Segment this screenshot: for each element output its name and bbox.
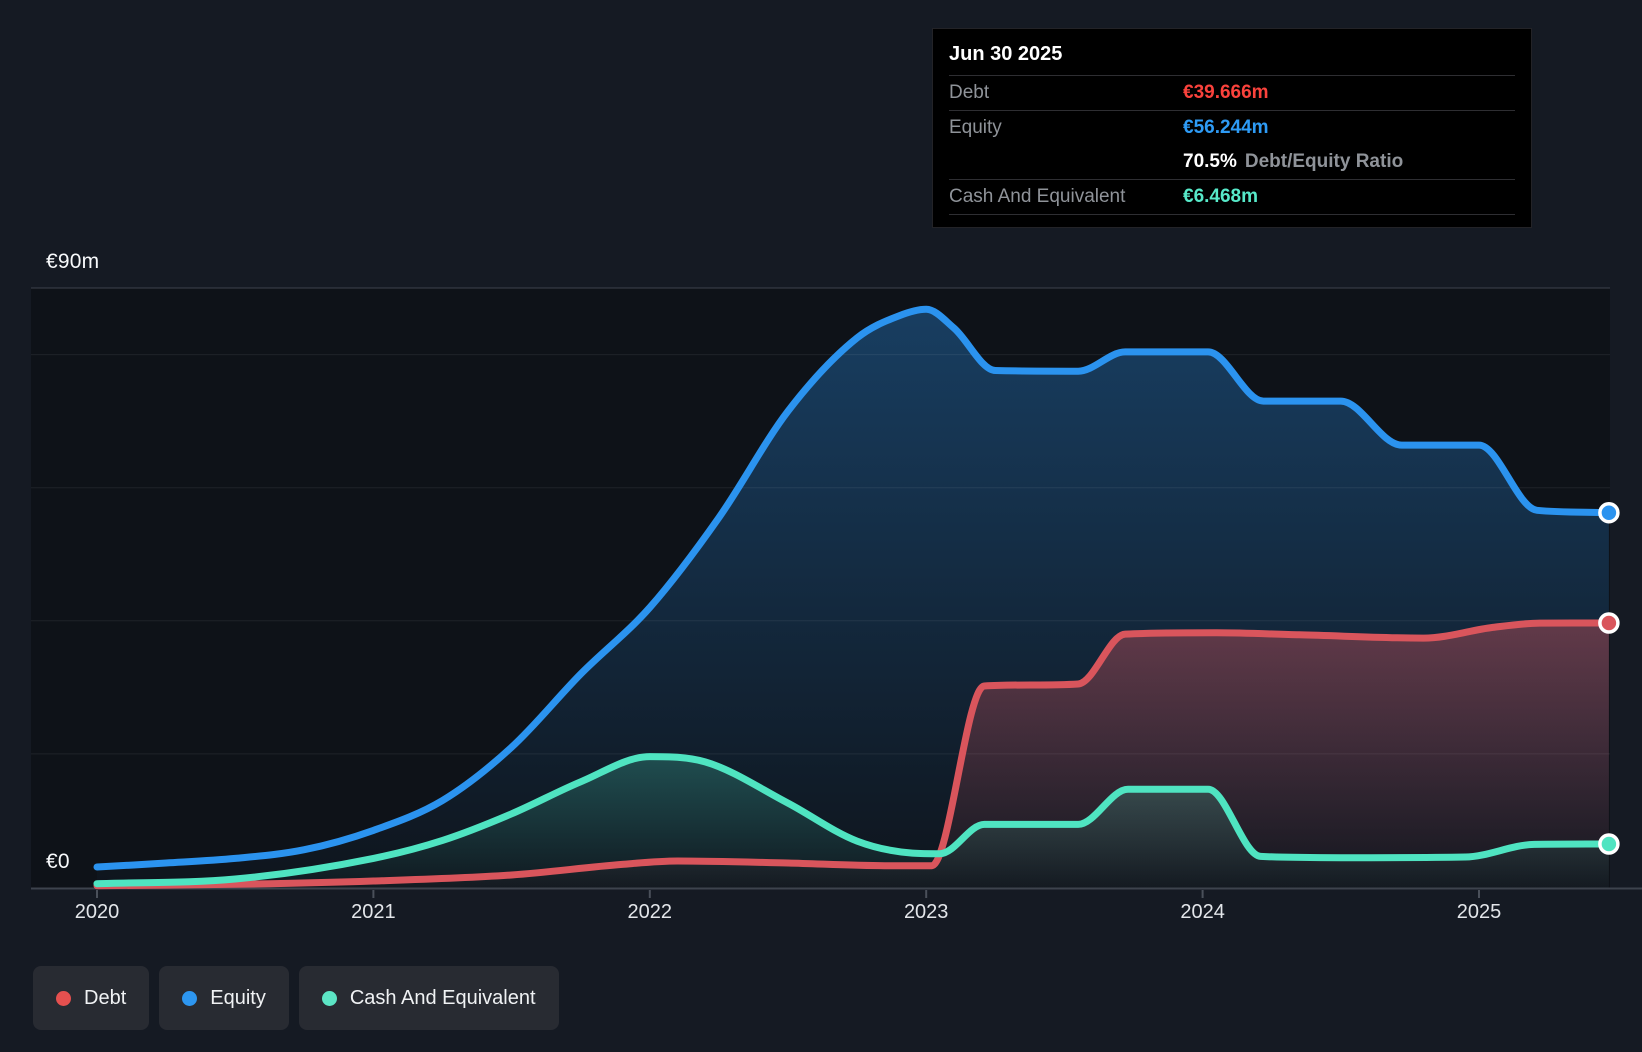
tooltip-date: Jun 30 2025 xyxy=(949,29,1515,76)
equity-line xyxy=(93,305,1613,871)
cash-and-equivalent-endpoint-dot[interactable] xyxy=(1598,833,1620,855)
tooltip-debt-label: Debt xyxy=(949,82,990,103)
debt-line xyxy=(93,619,1613,890)
legend-equity-label: Equity xyxy=(210,986,266,1009)
tooltip-cash-value: €6.468m xyxy=(1183,186,1259,207)
y-axis-label-max: €90m xyxy=(46,250,100,273)
tooltip-equity-label: Equity xyxy=(949,117,1002,138)
tooltip-debt-value: €39.666m xyxy=(1183,82,1269,103)
legend-cash-label: Cash And Equivalent xyxy=(349,986,536,1009)
tooltip-cash-label: Cash And Equivalent xyxy=(949,186,1126,207)
x-tick-label-1: 2021 xyxy=(351,901,396,923)
x-tick-label-0: 2020 xyxy=(74,901,120,923)
equity-series-dot-icon xyxy=(182,990,198,1006)
tooltip-row-cash: Cash And Equivalent €6.468m xyxy=(949,180,1515,215)
chart-tooltip: Jun 30 2025 Debt €39.666m Equity €56.244… xyxy=(932,28,1532,228)
cash-series-dot-icon xyxy=(321,990,337,1006)
legend-debt-label: Debt xyxy=(84,986,127,1009)
tooltip-equity-value: €56.244m xyxy=(1183,117,1269,138)
cash-and-equivalent-line xyxy=(93,753,1613,888)
y-axis-label-zero: €0 xyxy=(46,850,70,873)
tooltip-row-ratio: 70.5% Debt/Equity Ratio xyxy=(949,145,1515,180)
legend-item-cash-and-equivalent[interactable]: Cash And Equivalent xyxy=(298,966,559,1030)
x-tick-label-3: 2023 xyxy=(903,901,949,923)
tooltip-ratio-value: 70.5% xyxy=(1183,151,1237,172)
tooltip-row-equity: Equity €56.244m xyxy=(949,111,1515,145)
chart-legend: Debt Equity Cash And Equivalent xyxy=(33,966,559,1030)
x-tick-label-4: 2024 xyxy=(1180,901,1225,923)
legend-item-debt[interactable]: Debt xyxy=(33,966,150,1030)
equity-endpoint-dot[interactable] xyxy=(1598,501,1620,524)
debt-series-dot-icon xyxy=(56,990,71,1006)
tooltip-ratio-label: Debt/Equity Ratio xyxy=(1244,151,1404,172)
tooltip-row-debt: Debt €39.666m xyxy=(949,76,1515,111)
x-tick-label-2: 2022 xyxy=(627,901,673,923)
cash-and-equivalent-area xyxy=(97,756,1609,888)
legend-item-equity[interactable]: Equity xyxy=(159,966,289,1030)
x-tick-label-5: 2025 xyxy=(1456,901,1502,923)
debt-endpoint-dot[interactable] xyxy=(1598,612,1620,634)
